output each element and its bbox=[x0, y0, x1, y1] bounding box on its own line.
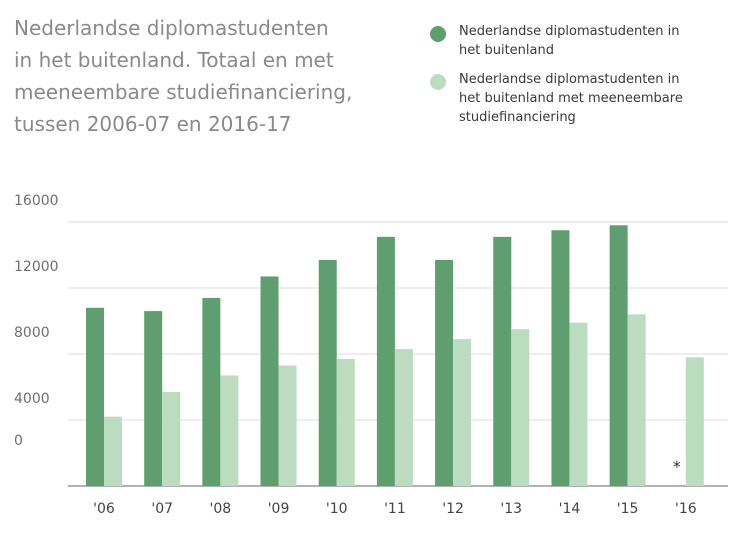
x-tick-label: '16 bbox=[675, 501, 697, 517]
bar-series-2 bbox=[685, 357, 704, 486]
y-tick-label: 4000 bbox=[14, 391, 50, 407]
legend-swatch-studiefinanciering bbox=[430, 74, 446, 90]
y-tick-label: 0 bbox=[14, 433, 23, 449]
annotation-asterisk: * bbox=[673, 457, 681, 476]
bar-series-2 bbox=[220, 375, 239, 486]
y-tick-label: 16000 bbox=[14, 193, 59, 209]
bar-series-2 bbox=[511, 329, 530, 486]
y-tick-label: 12000 bbox=[14, 259, 59, 275]
bar-series-2 bbox=[336, 358, 355, 486]
bar-series-1 bbox=[144, 311, 163, 486]
bar-series-1 bbox=[376, 236, 395, 486]
x-tick-label: '09 bbox=[268, 501, 290, 517]
x-tick-label: '14 bbox=[559, 501, 581, 517]
bar-series-2 bbox=[162, 391, 181, 486]
x-tick-label: '15 bbox=[617, 501, 639, 517]
bar-series-2 bbox=[394, 349, 413, 486]
x-tick-label: '12 bbox=[442, 501, 464, 517]
bar-series-1 bbox=[493, 236, 512, 486]
bar-series-1 bbox=[435, 259, 454, 486]
legend-swatch-total bbox=[430, 26, 446, 42]
bar-series-1 bbox=[260, 276, 279, 486]
x-tick-label: '13 bbox=[500, 501, 522, 517]
legend: Nederlandse diplomastudenten in het buit… bbox=[430, 22, 740, 137]
bar-series-2 bbox=[278, 365, 297, 486]
bar-series-2 bbox=[627, 314, 646, 486]
legend-label-studiefinanciering: Nederlandse diplomastudenten in het buit… bbox=[459, 72, 683, 125]
bar-series-2 bbox=[104, 416, 122, 486]
bar-series-2 bbox=[569, 322, 588, 486]
x-tick-label: '10 bbox=[326, 501, 348, 517]
chart-title: Nederlandse diplomastudenten in het buit… bbox=[14, 16, 353, 136]
x-tick-label: '08 bbox=[210, 501, 232, 517]
x-tick-label: '11 bbox=[384, 501, 406, 517]
legend-label-total: Nederlandse diplomastudenten in het buit… bbox=[459, 24, 680, 58]
bar-series-1 bbox=[318, 259, 337, 486]
bar-series-1 bbox=[202, 297, 221, 486]
legend-item-total: Nederlandse diplomastudenten in het buit… bbox=[430, 22, 740, 60]
legend-item-studiefinanciering: Nederlandse diplomastudenten in het buit… bbox=[430, 70, 740, 127]
y-tick-label: 8000 bbox=[14, 325, 50, 341]
x-tick-label: '06 bbox=[93, 501, 115, 517]
x-tick-label: '07 bbox=[151, 501, 173, 517]
bar-series-1 bbox=[551, 230, 570, 486]
bar-series-1 bbox=[86, 307, 104, 486]
bar-series-2 bbox=[453, 339, 472, 486]
bar-series-1 bbox=[609, 225, 628, 487]
